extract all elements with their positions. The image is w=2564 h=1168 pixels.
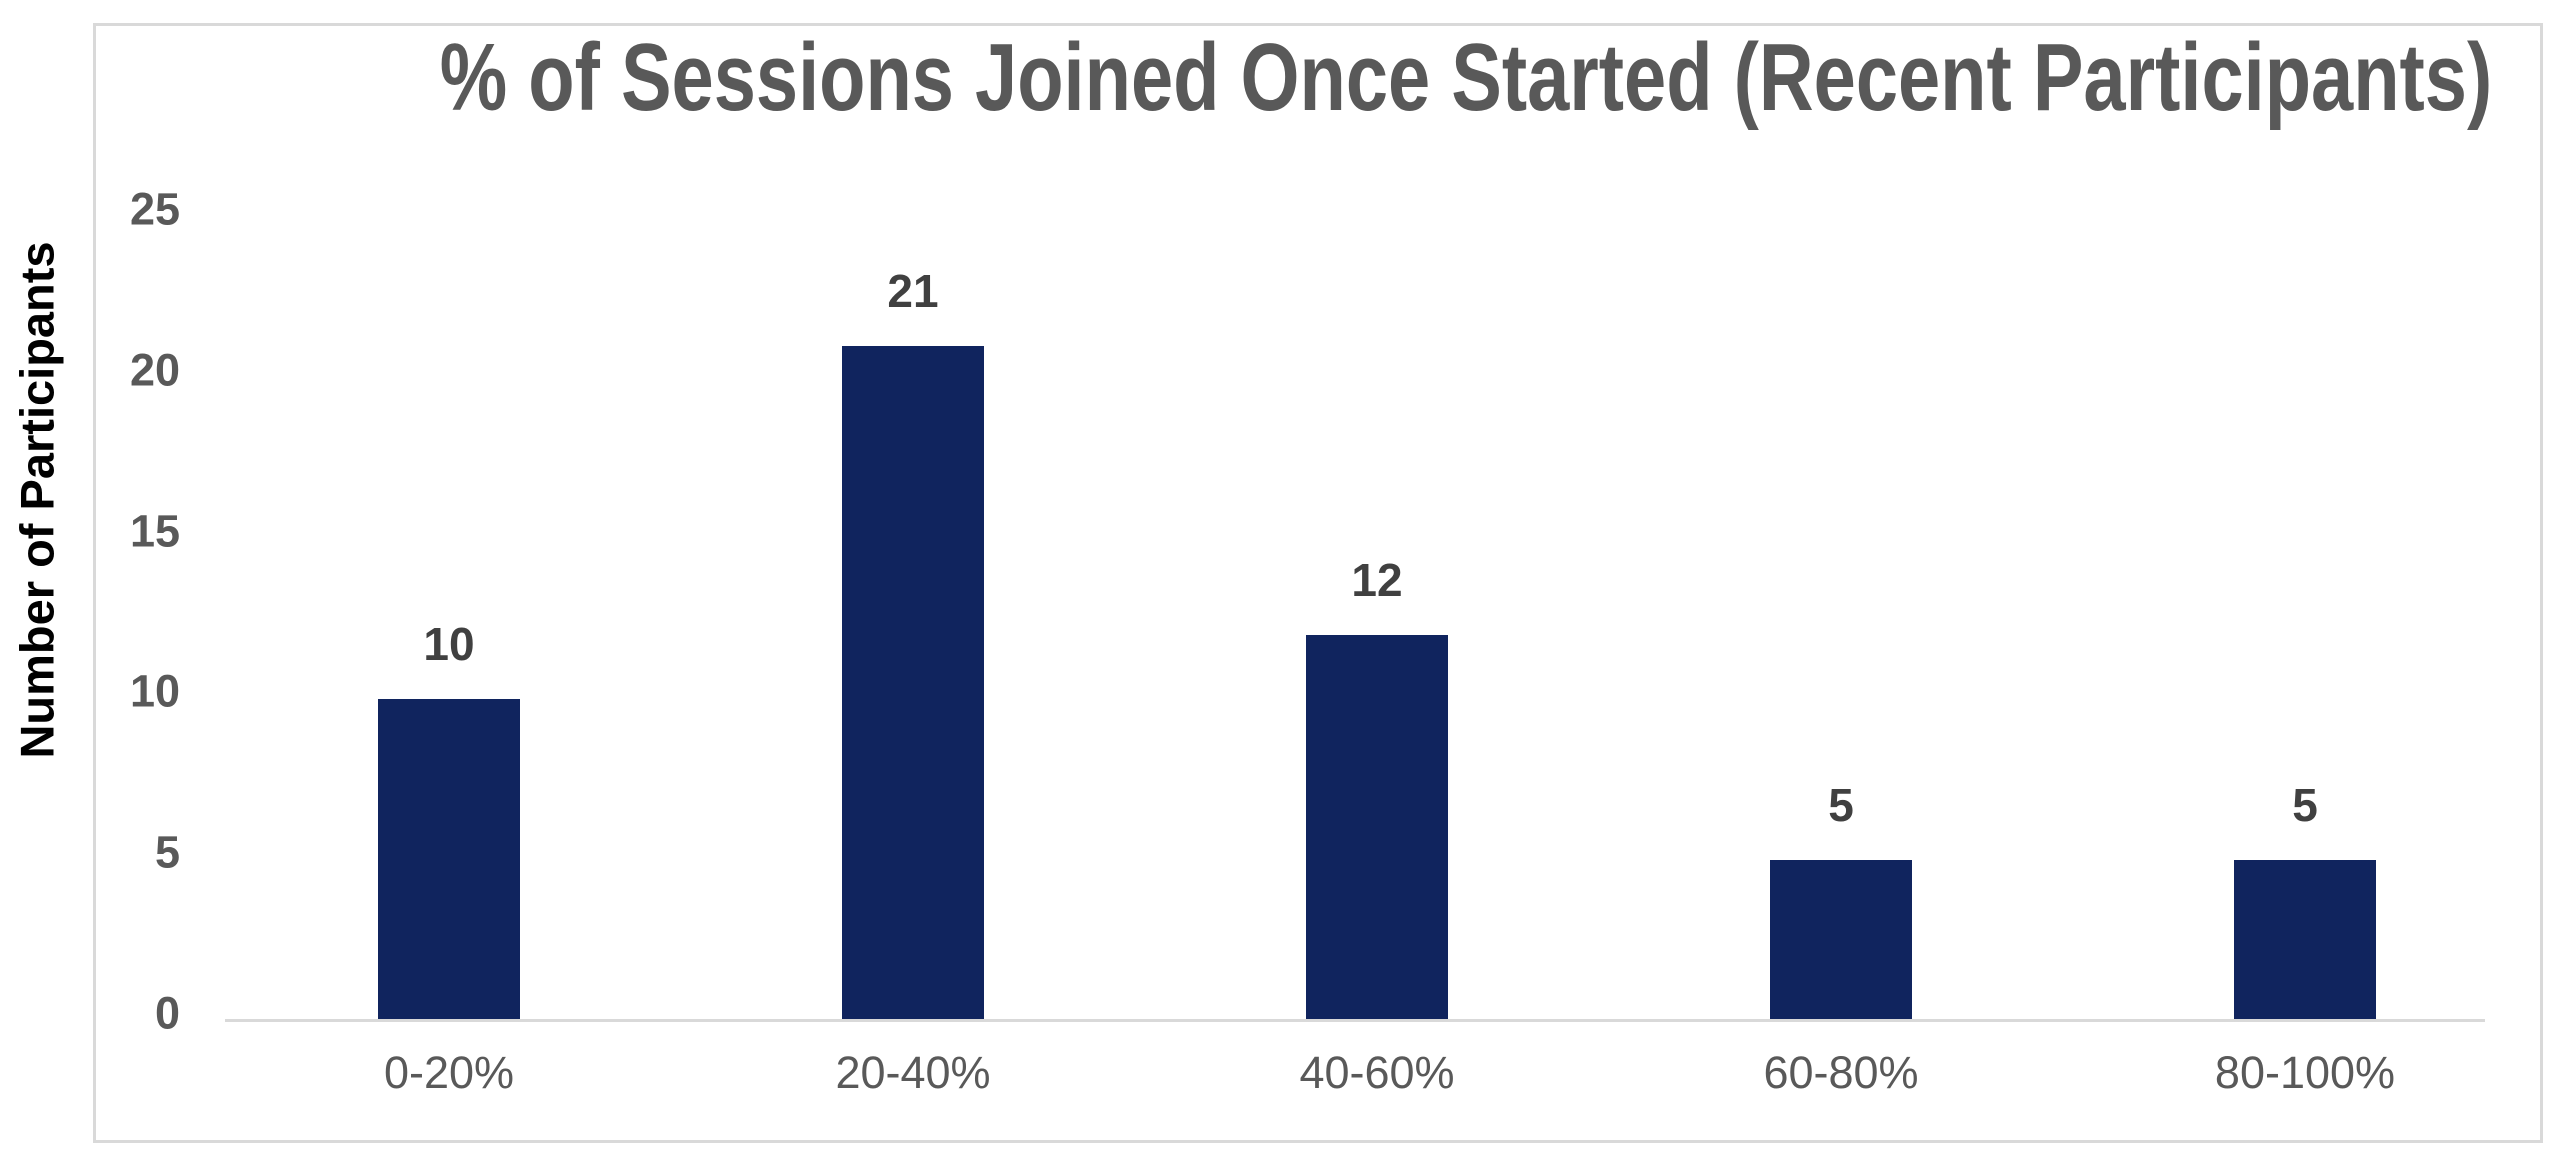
plot-area: 10 21 12 5 5: [217, 217, 2537, 1021]
y-tick-label: 25: [129, 183, 180, 235]
bar: 21: [842, 268, 984, 1021]
bar: 5: [1770, 782, 1912, 1021]
bar: 10: [378, 621, 520, 1021]
x-axis-category-label: 20-40%: [835, 1047, 991, 1098]
x-axis-category-label: 0-20%: [383, 1047, 515, 1098]
bar-value-label: 12: [1351, 554, 1403, 607]
bar-value-label: 10: [423, 618, 475, 671]
x-axis-category-label: 60-80%: [1763, 1047, 1919, 1098]
chart-title: % of Sessions Joined Once Started (Recen…: [439, 24, 2493, 131]
x-axis-category-label: 80-100%: [2214, 1047, 2396, 1098]
bar-slot: 21: [681, 217, 1145, 1021]
y-axis-ticks: 25 20 15 10 5 0: [0, 187, 180, 1036]
bar-value-label: 5: [1828, 779, 1854, 832]
y-tick-label: 0: [154, 987, 180, 1039]
x-axis-line: [225, 1019, 2485, 1022]
y-tick-label: 10: [129, 665, 180, 717]
x-axis-labels: 0-20% 20-40% 40-60% 60-80% 80-100%: [217, 1050, 2537, 1095]
bar-slot: 5: [2073, 217, 2537, 1021]
bar-value-label: 21: [887, 264, 939, 317]
bar: 5: [2234, 782, 2376, 1021]
bar-slot: 12: [1145, 217, 1609, 1021]
bar-slot: 10: [217, 217, 681, 1021]
y-tick-label: 15: [129, 505, 180, 557]
bar-value-label: 5: [2292, 779, 2318, 832]
y-tick-label: 5: [154, 826, 180, 878]
x-axis-category-label: 40-60%: [1299, 1047, 1455, 1098]
bar: 12: [1306, 557, 1448, 1021]
y-tick-label: 20: [129, 344, 180, 396]
bar-slot: 5: [1609, 217, 2073, 1021]
